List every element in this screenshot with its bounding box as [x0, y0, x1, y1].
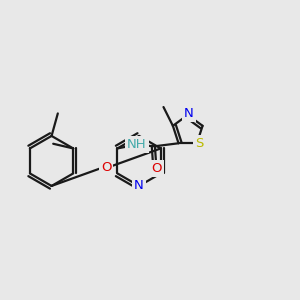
Text: O: O — [151, 162, 162, 175]
Text: O: O — [101, 161, 111, 174]
Text: N: N — [134, 179, 144, 192]
Text: S: S — [195, 137, 204, 150]
Text: N: N — [184, 107, 194, 120]
Text: NH: NH — [127, 138, 147, 151]
